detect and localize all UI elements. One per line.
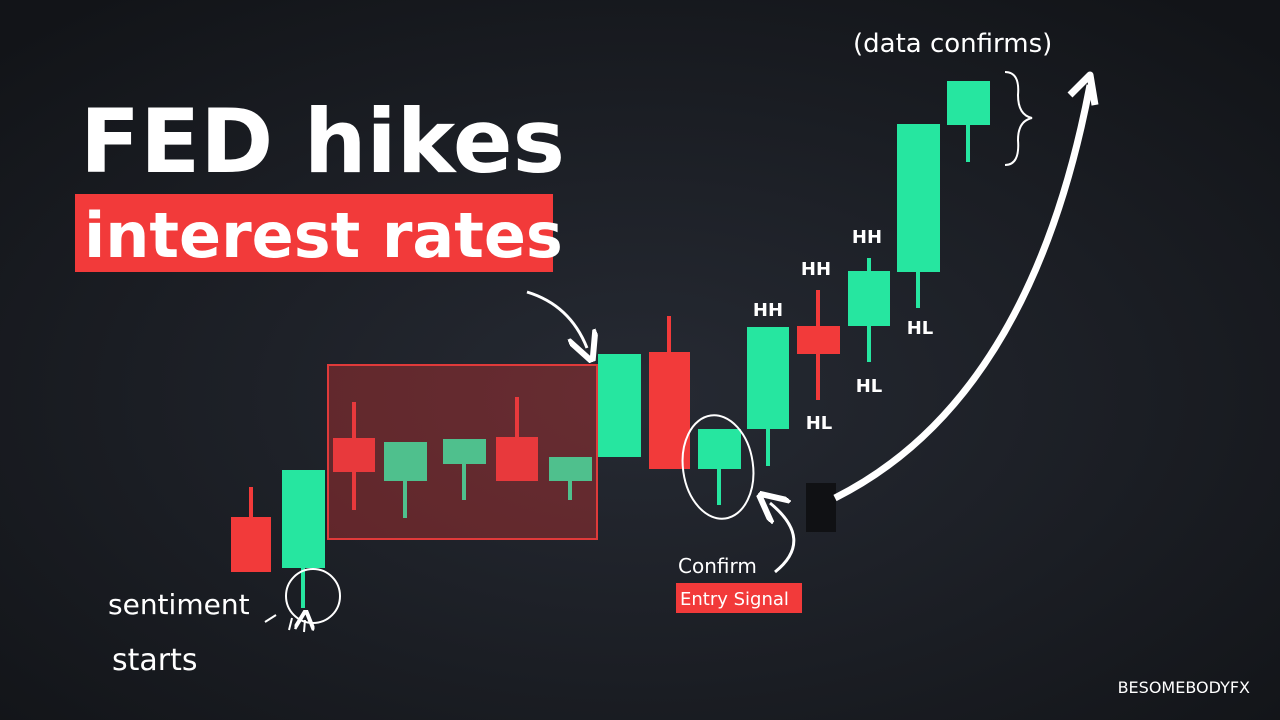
- up-arrow: [833, 84, 1094, 502]
- starts-label: starts: [112, 643, 198, 678]
- doodles: [264, 71, 1099, 632]
- watermark: BESOMEBODYFX: [1118, 678, 1250, 697]
- headline-2: interest rates: [84, 199, 563, 272]
- hh-label: HH: [801, 259, 831, 280]
- hh-label: HH: [753, 300, 783, 321]
- entry-bg: [676, 583, 802, 613]
- confirm-label: Confirm: [678, 554, 757, 578]
- sentiment-label: sentiment: [108, 588, 250, 621]
- note: (data confirms): [853, 29, 1052, 59]
- entry-label: Entry Signal: [680, 589, 789, 610]
- hl-label: HL: [806, 413, 833, 434]
- headline-1: FED hikes: [80, 90, 565, 193]
- hh-label: HH: [852, 227, 882, 248]
- hl-label: HL: [907, 318, 934, 339]
- candles: [231, 81, 990, 608]
- headline-bg: [75, 194, 553, 272]
- hl-label: HL: [856, 376, 883, 397]
